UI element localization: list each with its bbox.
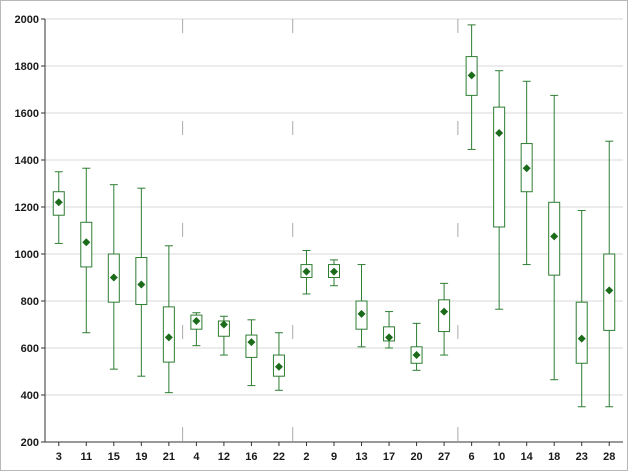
y-tick-label: 1800	[15, 61, 39, 73]
box-6	[465, 24, 478, 150]
y-tick-label: 1400	[15, 155, 39, 167]
median-marker	[302, 267, 311, 276]
x-tick-label: 12	[218, 451, 230, 463]
median-marker	[82, 238, 91, 247]
x-tick-label: 16	[245, 451, 257, 463]
y-tick-label: 2000	[15, 14, 39, 26]
y-tick-label: 1000	[15, 249, 39, 261]
box-21	[162, 245, 175, 394]
y-tick-label: 1600	[15, 108, 39, 120]
box-16	[245, 319, 258, 387]
box-4	[190, 312, 203, 347]
box-17	[383, 311, 396, 349]
median-marker	[577, 334, 586, 343]
median-marker	[412, 351, 421, 360]
y-tick-label: 1200	[15, 202, 39, 214]
box-27	[438, 282, 451, 356]
x-tick-label: 27	[438, 451, 450, 463]
x-tick-label: 11	[80, 451, 92, 463]
x-tick-label: 18	[548, 451, 560, 463]
box-2	[300, 249, 313, 295]
x-tick-label: 20	[410, 451, 422, 463]
median-marker	[54, 198, 63, 207]
y-tick-label: 600	[21, 343, 39, 355]
box-13	[355, 264, 368, 348]
grid-lines	[45, 18, 623, 396]
median-marker	[522, 164, 531, 173]
x-tick-label: 14	[521, 451, 534, 463]
box-iqr	[438, 299, 451, 333]
x-tick-label: 28	[603, 451, 615, 463]
box-18	[548, 94, 561, 381]
box-10	[493, 70, 506, 310]
box-23	[575, 210, 588, 408]
x-tick-label: 6	[469, 451, 475, 463]
median-marker	[109, 273, 118, 282]
y-tick-label: 200	[21, 437, 39, 449]
box-28	[603, 140, 616, 408]
box-3	[52, 171, 65, 244]
box-20	[410, 322, 423, 371]
x-tick-label: 2	[303, 451, 309, 463]
box-15	[107, 184, 120, 370]
x-tick-label: 21	[163, 451, 175, 463]
box-14	[520, 80, 533, 266]
x-tick-label: 9	[331, 451, 337, 463]
x-tick-label: 13	[355, 451, 367, 463]
x-tick-label: 19	[135, 451, 147, 463]
x-tick-label: 10	[493, 451, 505, 463]
median-marker	[330, 267, 338, 276]
median-marker	[137, 280, 146, 289]
median-marker	[247, 338, 256, 347]
box-12	[217, 315, 230, 356]
median-marker	[550, 232, 559, 241]
box-22	[272, 332, 285, 391]
x-tick-label: 3	[56, 451, 62, 463]
median-marker	[357, 309, 366, 318]
median-marker	[385, 333, 394, 342]
median-marker	[440, 307, 449, 316]
boxes	[52, 24, 616, 408]
median-marker	[495, 128, 504, 137]
median-marker	[164, 333, 173, 342]
box-11	[80, 167, 93, 334]
group-separators	[182, 19, 459, 442]
y-tick-label: 400	[21, 390, 39, 402]
box-iqr	[575, 301, 588, 364]
axes	[41, 18, 623, 446]
tick-labels: 200 400 600 800 1000 1200 1400 1600 1800 2000 3 11 1…	[15, 14, 616, 463]
median-marker	[467, 71, 476, 80]
median-marker	[219, 320, 228, 329]
box-9	[328, 259, 340, 287]
y-tick-label: 800	[21, 296, 39, 308]
box-iqr	[493, 106, 506, 228]
median-marker	[274, 362, 283, 371]
box-iqr	[245, 334, 258, 358]
x-tick-label: 23	[576, 451, 588, 463]
x-tick-label: 22	[273, 451, 285, 463]
box-19	[135, 187, 148, 377]
median-marker	[605, 286, 614, 295]
x-tick-label: 17	[383, 451, 395, 463]
median-marker	[192, 316, 201, 325]
x-tick-label: 15	[108, 451, 120, 463]
x-tick-label: 4	[193, 451, 200, 463]
